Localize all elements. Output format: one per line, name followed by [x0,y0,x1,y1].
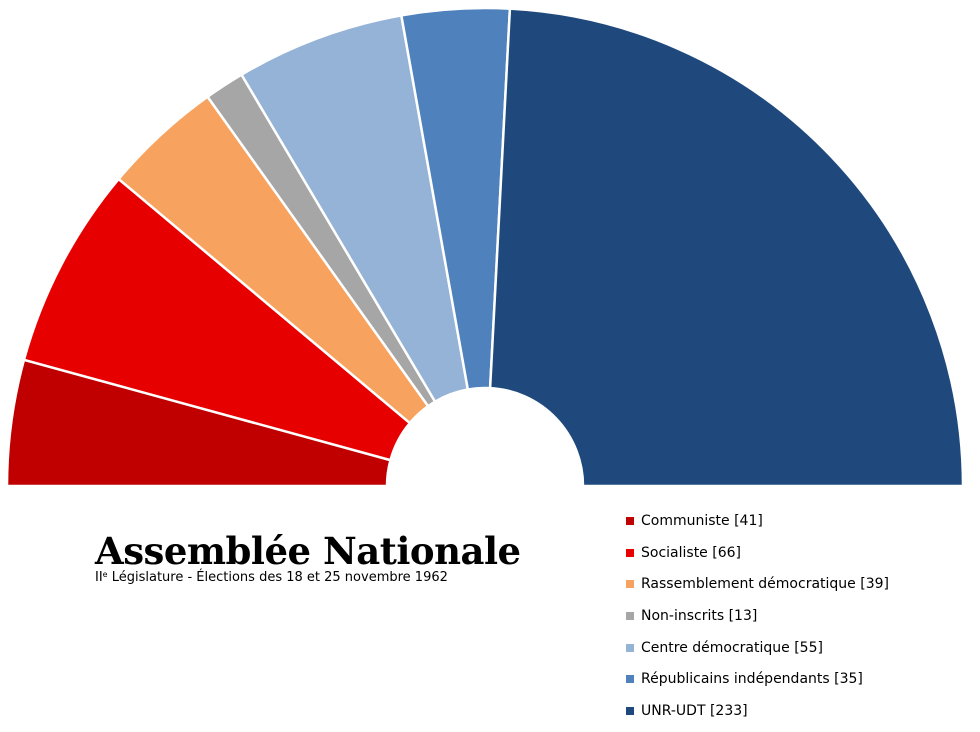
legend-item-rassemblement-democratique: Rassemblement démocratique [39] [626,573,966,595]
legend-swatch-communiste [626,517,634,525]
legend-label-non-inscrits: Non-inscrits [13] [641,608,758,625]
legend-swatch-unr-udt [626,707,634,716]
assembly-chart [5,6,965,488]
legend-label-republicains-independants: Républicains indépendants [35] [641,671,863,688]
legend-swatch-rassemblement-democratique [626,580,634,589]
chart-title: Assemblée Nationale [95,529,521,573]
legend: Communiste [41] Socialiste [66] Rassembl… [626,510,966,732]
legend-swatch-republicains-independants [626,675,634,684]
slice-centre-democratique [240,14,470,403]
legend-label-rassemblement-democratique: Rassemblement démocratique [39] [641,576,889,593]
legend-swatch-centre-democratique [626,643,634,652]
chart-slices [5,6,965,488]
legend-item-socialiste: Socialiste [66] [626,542,966,564]
legend-label-socialiste: Socialiste [66] [641,544,741,561]
legend-item-unr-udt: UNR-UDT [233] [626,700,966,722]
subtitle-ordinal-suffix: e [102,570,108,579]
legend-swatch-socialiste [626,548,634,557]
subtitle-text: Législature - Élections des 18 et 25 nov… [107,570,448,585]
legend-item-centre-democratique: Centre démocratique [55] [626,637,966,659]
subtitle-ordinal: II [95,570,103,585]
slice-socialiste [22,177,412,462]
chart-subtitle: IIe Législature - Élections des 18 et 25… [95,570,515,586]
legend-item-communiste: Communiste [41] [626,510,966,532]
title-block: Assemblée Nationale IIe Législature - Él… [95,529,521,586]
legend-swatch-non-inscrits [626,612,634,621]
legend-label-unr-udt: UNR-UDT [233] [641,703,748,720]
legend-label-communiste: Communiste [41] [641,513,763,529]
slice-unr-udt [488,7,965,488]
legend-item-republicains-independants: Républicains indépendants [35] [626,668,966,690]
legend-label-centre-democratique: Centre démocratique [55] [641,639,823,656]
legend-item-non-inscrits: Non-inscrits [13] [626,605,966,627]
